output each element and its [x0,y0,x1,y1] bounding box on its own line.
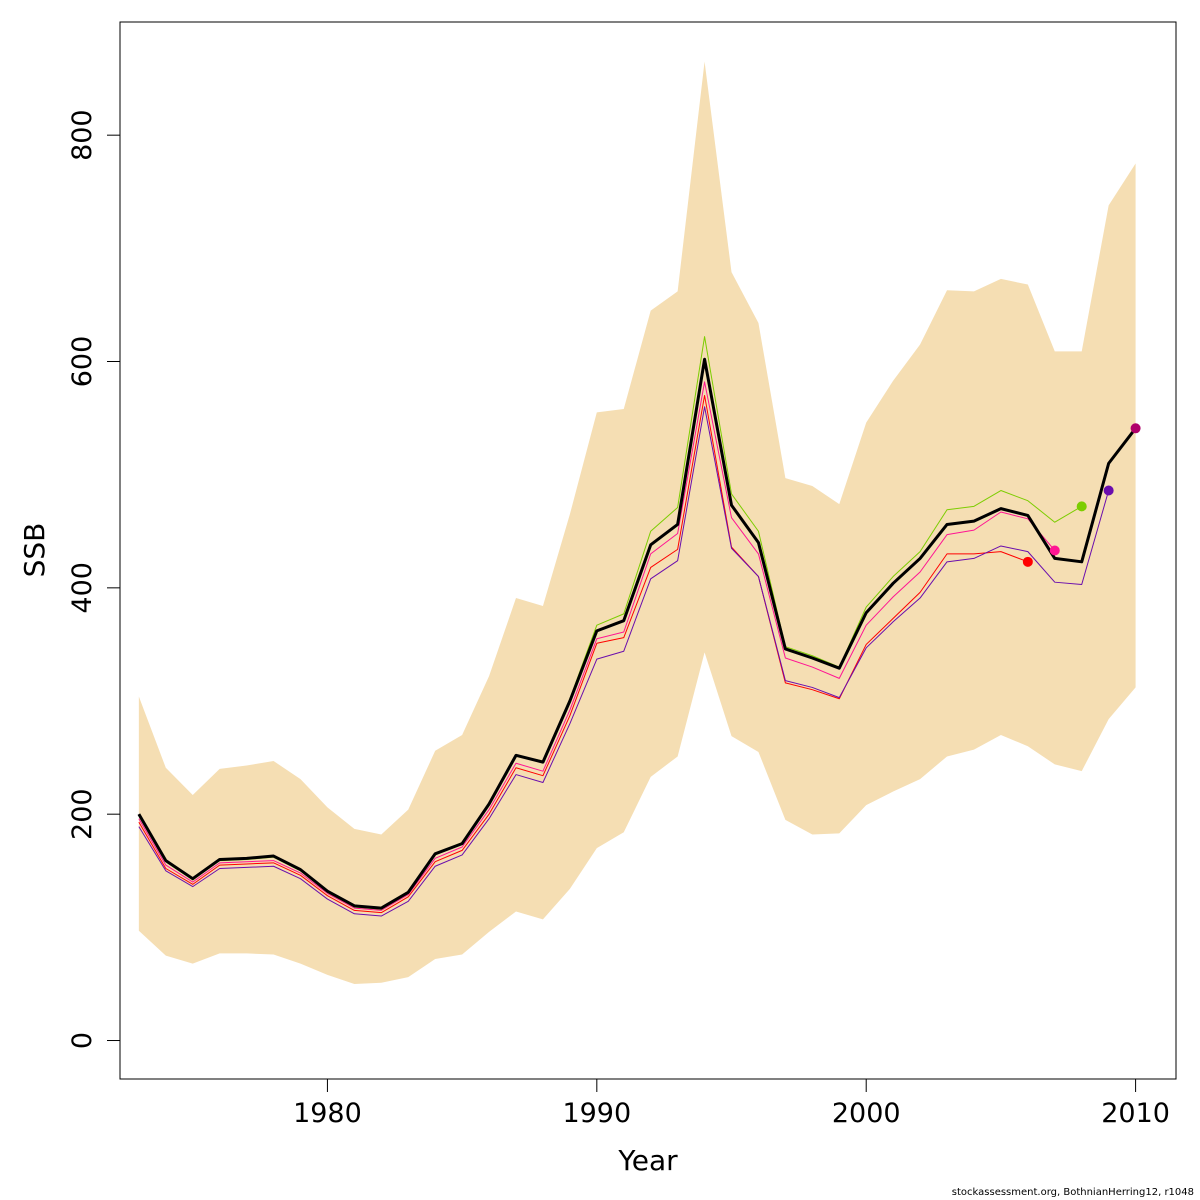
endpoint-marker-3 [1076,501,1087,512]
y-tick-label: 400 [67,562,98,614]
endpoint-marker-4 [1103,485,1114,496]
retrospective-line-2 [138,381,1056,911]
y-axis-label: SSB [18,523,51,578]
retrospective-line-1 [138,394,1029,914]
confidence-band [138,61,1136,984]
x-tick-label: 1980 [293,1098,362,1129]
y-tick-label: 200 [67,788,98,840]
y-tick-label: 800 [67,109,98,161]
x-axis-label: Year [617,1144,678,1177]
endpoint-marker-5 [1130,423,1141,434]
x-tick-label: 2010 [1101,1098,1170,1129]
endpoint-marker-1 [1022,556,1033,567]
x-axis: 1980 1990 2000 2010 [293,1078,1170,1129]
x-tick-label: 1990 [562,1098,631,1129]
retrospective-line-4 [138,406,1110,917]
footer-credit: stockassessment.org, BothnianHerring12, … [951,1187,1194,1198]
main-ssb-line [137,357,1137,910]
y-axis: 0 200 400 600 800 [67,109,121,1049]
y-tick-label: 0 [67,1032,98,1049]
endpoint-layer [1022,423,1141,567]
y-tick-label: 600 [67,336,98,388]
endpoint-marker-2 [1049,545,1060,556]
series-layer [137,336,1137,917]
confidence-band-layer [138,61,1136,984]
x-tick-label: 2000 [832,1098,901,1129]
